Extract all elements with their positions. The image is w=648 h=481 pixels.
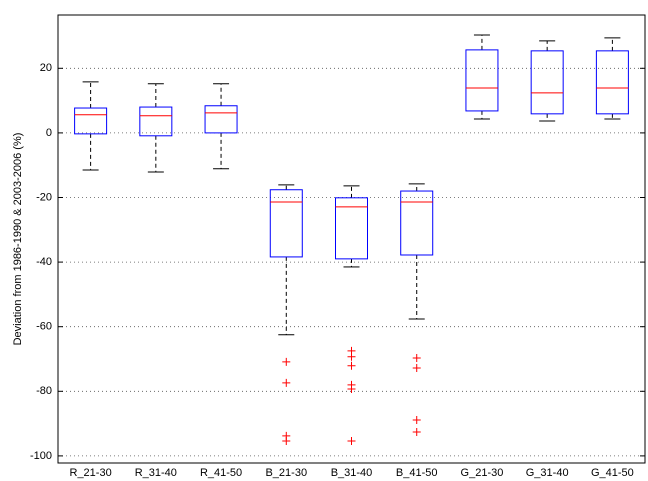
x-tick-label: B_21-30 [265, 467, 307, 479]
x-tick-label: G_21-30 [461, 467, 504, 479]
outlier [347, 385, 356, 394]
outlier [412, 364, 421, 373]
outlier [282, 357, 291, 366]
x-tick-label: G_41-50 [591, 467, 634, 479]
x-tick-label: B_31-40 [331, 467, 373, 479]
outlier [282, 437, 291, 446]
outlier [347, 352, 356, 361]
box [465, 49, 499, 112]
y-tick-label: -20 [36, 191, 52, 203]
outlier [412, 354, 421, 363]
box [400, 190, 434, 256]
y-tick-label: 20 [40, 62, 52, 74]
y-tick-label: -60 [36, 321, 52, 333]
outlier [282, 378, 291, 387]
y-tick-label: -100 [30, 450, 52, 462]
x-tick-label: R_21-30 [70, 467, 112, 479]
x-tick-label: B_41-50 [396, 467, 438, 479]
box [74, 107, 108, 135]
x-tick-label: R_41-50 [200, 467, 242, 479]
box [335, 197, 368, 260]
y-tick-label: -40 [36, 256, 52, 268]
outlier [347, 361, 356, 370]
box [139, 106, 173, 137]
box [595, 50, 629, 115]
box [269, 189, 303, 258]
outlier [412, 427, 421, 436]
outlier [412, 416, 421, 425]
box [204, 105, 238, 134]
x-tick-label: G_31-40 [526, 467, 569, 479]
outlier [347, 437, 356, 446]
plot-frame [57, 14, 646, 464]
x-tick-label: R_31-40 [135, 467, 177, 479]
y-axis-label: Deviation from 1986-1990 & 2003-2006 (%) [12, 133, 24, 346]
box [530, 50, 564, 115]
y-tick-label: -80 [36, 385, 52, 397]
y-tick-label: 0 [46, 127, 52, 139]
